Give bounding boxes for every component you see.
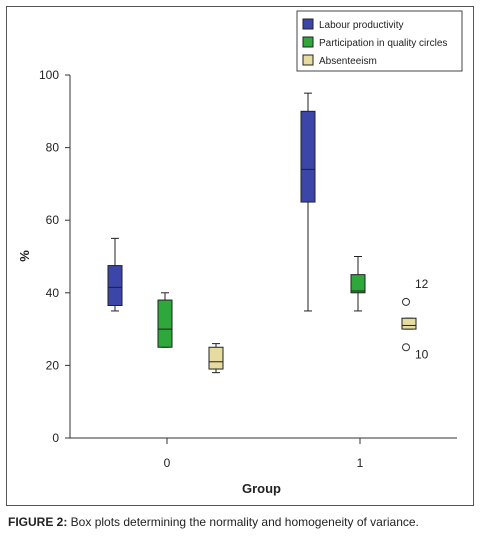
x-axis-label: Group — [242, 481, 281, 496]
outlier-label: 12 — [415, 277, 429, 291]
legend-label: Participation in quality circles — [319, 38, 447, 49]
y-tick-label: 60 — [46, 213, 60, 227]
y-axis-label: % — [17, 250, 32, 262]
box — [107, 265, 123, 307]
box — [401, 317, 417, 330]
box — [300, 110, 316, 203]
x-tick-label: 1 — [357, 456, 364, 470]
x-tick-label: 0 — [164, 456, 171, 470]
y-tick-label: 20 — [46, 358, 60, 372]
box — [208, 346, 224, 370]
caption-text: Box plots determining the normality and … — [67, 515, 419, 529]
outlier-label: 10 — [415, 347, 429, 361]
legend-swatch — [302, 54, 314, 66]
box — [157, 299, 173, 348]
figure-caption: FIGURE 2: Box plots determining the norm… — [8, 515, 419, 529]
y-tick-label: 0 — [52, 431, 59, 445]
legend-box — [296, 10, 463, 72]
y-tick-label: 40 — [46, 286, 60, 300]
legend-swatch — [302, 36, 314, 48]
box — [350, 274, 366, 294]
box-plot-chart: 0 20 40 60 80 100% 0 1 Group 12 10 Labour productiv… — [17, 10, 463, 496]
y-tick-label: 100 — [39, 68, 59, 82]
y-tick-label: 80 — [46, 141, 60, 155]
outlier-point — [402, 343, 410, 352]
legend-label: Labour productivity — [319, 20, 404, 31]
caption-label: FIGURE 2: — [8, 515, 68, 529]
legend-label: Absenteeism — [319, 56, 377, 67]
outlier-point — [402, 297, 410, 306]
figure-frame — [6, 6, 474, 506]
legend-swatch — [302, 18, 314, 30]
